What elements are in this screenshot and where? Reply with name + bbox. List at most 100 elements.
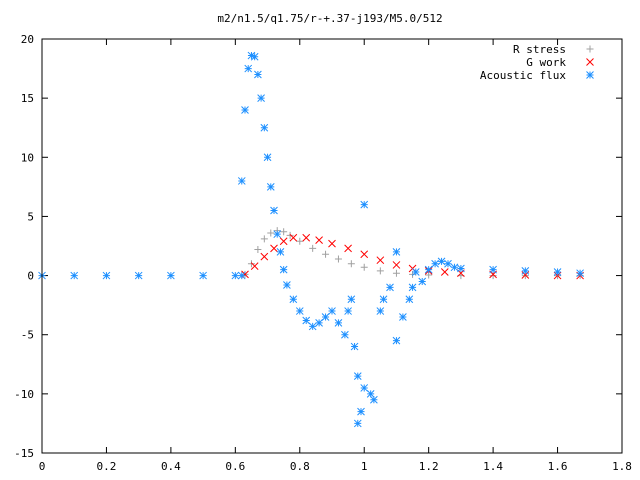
- data-point: [386, 283, 394, 292]
- data-point: [237, 271, 246, 280]
- data-point: [353, 419, 362, 428]
- data-point: [199, 271, 207, 280]
- data-point: [376, 307, 385, 315]
- data-point: [309, 244, 317, 252]
- legend-marker: [586, 45, 594, 53]
- data-point: [370, 395, 378, 404]
- legend-marker: [586, 71, 594, 79]
- data-point: [289, 233, 298, 242]
- data-point: [344, 244, 352, 253]
- data-point: [489, 265, 497, 274]
- data-point: [308, 322, 317, 331]
- data-point: [341, 330, 349, 339]
- data-point: [296, 237, 304, 245]
- data-point: [260, 252, 269, 261]
- series-r-stress: [241, 227, 584, 280]
- data-point: [347, 295, 356, 304]
- data-point: [302, 233, 311, 242]
- data-point: [411, 268, 420, 276]
- data-point: [360, 263, 368, 271]
- data-point: [295, 307, 304, 315]
- data-point: [360, 384, 369, 392]
- data-point: [360, 200, 369, 209]
- data-point: [315, 236, 323, 244]
- data-point: [408, 283, 417, 292]
- data-point: [334, 319, 343, 327]
- data-point: [237, 177, 246, 185]
- y-tick-label: -5: [21, 329, 34, 342]
- data-point: [134, 271, 143, 280]
- data-point: [405, 295, 414, 304]
- data-point: [280, 228, 288, 236]
- y-tick-label: -15: [14, 447, 34, 460]
- legend-label: R stress: [513, 43, 566, 56]
- data-point: [250, 52, 259, 61]
- data-point: [279, 237, 288, 246]
- data-point: [283, 281, 291, 289]
- data-point: [457, 264, 465, 273]
- data-point: [347, 260, 355, 268]
- data-point: [399, 313, 407, 321]
- data-point: [353, 372, 362, 380]
- y-tick-label: 5: [27, 210, 34, 223]
- y-tick-label: 10: [21, 151, 34, 164]
- data-point: [289, 295, 298, 304]
- data-point: [376, 267, 384, 275]
- data-point: [254, 70, 262, 79]
- chart-title: m2/n1.5/q1.75/r-+.37-j193/M5.0/512: [217, 12, 442, 25]
- data-point: [260, 123, 269, 132]
- data-point: [321, 313, 330, 321]
- data-point: [553, 271, 562, 280]
- x-tick-label: 0.4: [161, 460, 181, 473]
- data-point: [489, 272, 497, 280]
- x-tick-label: 0.6: [225, 460, 245, 473]
- x-tick-label: 0: [39, 460, 46, 473]
- data-point: [444, 259, 452, 268]
- y-tick-label: -10: [14, 388, 34, 401]
- data-point: [328, 307, 336, 315]
- data-point: [270, 244, 278, 253]
- data-point: [576, 269, 584, 278]
- x-tick-label: 1.2: [419, 460, 439, 473]
- x-tick-label: 1.6: [548, 460, 568, 473]
- data-point: [267, 229, 275, 237]
- y-tick-label: 15: [21, 92, 34, 105]
- x-tick-label: 1: [361, 460, 368, 473]
- data-point: [437, 257, 446, 266]
- data-point: [392, 336, 401, 345]
- y-tick-label: 20: [21, 33, 34, 46]
- axis-ticks: 0 0.2 0.4 0.6 0.8 1 1.2 1.4 1.6 1.8 -15 -10 -5 0 5 10 15…: [14, 33, 632, 473]
- data-point: [366, 390, 375, 398]
- data-point: [247, 51, 256, 60]
- legend-label: G work: [526, 56, 566, 69]
- data-point: [70, 271, 79, 280]
- data-point: [247, 260, 255, 268]
- data-point: [360, 250, 369, 259]
- data-point: [418, 277, 427, 286]
- series-acoustic-flux: [38, 51, 584, 428]
- data-point: [392, 248, 401, 256]
- data-point: [279, 265, 288, 274]
- data-point: [334, 255, 342, 263]
- data-point: [286, 231, 294, 239]
- data-point: [379, 295, 388, 304]
- data-point: [167, 271, 175, 280]
- data-point: [376, 256, 385, 265]
- data-series: [38, 51, 584, 428]
- legend-label: Acoustic flux: [480, 69, 566, 82]
- data-point: [440, 268, 449, 276]
- data-point: [328, 239, 336, 248]
- plot-frame: [41, 38, 623, 454]
- data-point: [553, 268, 562, 276]
- legend-marker: [586, 58, 594, 66]
- data-point: [350, 342, 359, 351]
- data-point: [254, 246, 262, 254]
- data-point: [241, 106, 249, 114]
- data-point: [431, 259, 439, 268]
- data-point: [102, 271, 111, 280]
- data-point: [260, 235, 268, 243]
- data-point: [357, 407, 365, 416]
- data-point: [263, 153, 272, 162]
- x-tick-label: 1.8: [612, 460, 632, 473]
